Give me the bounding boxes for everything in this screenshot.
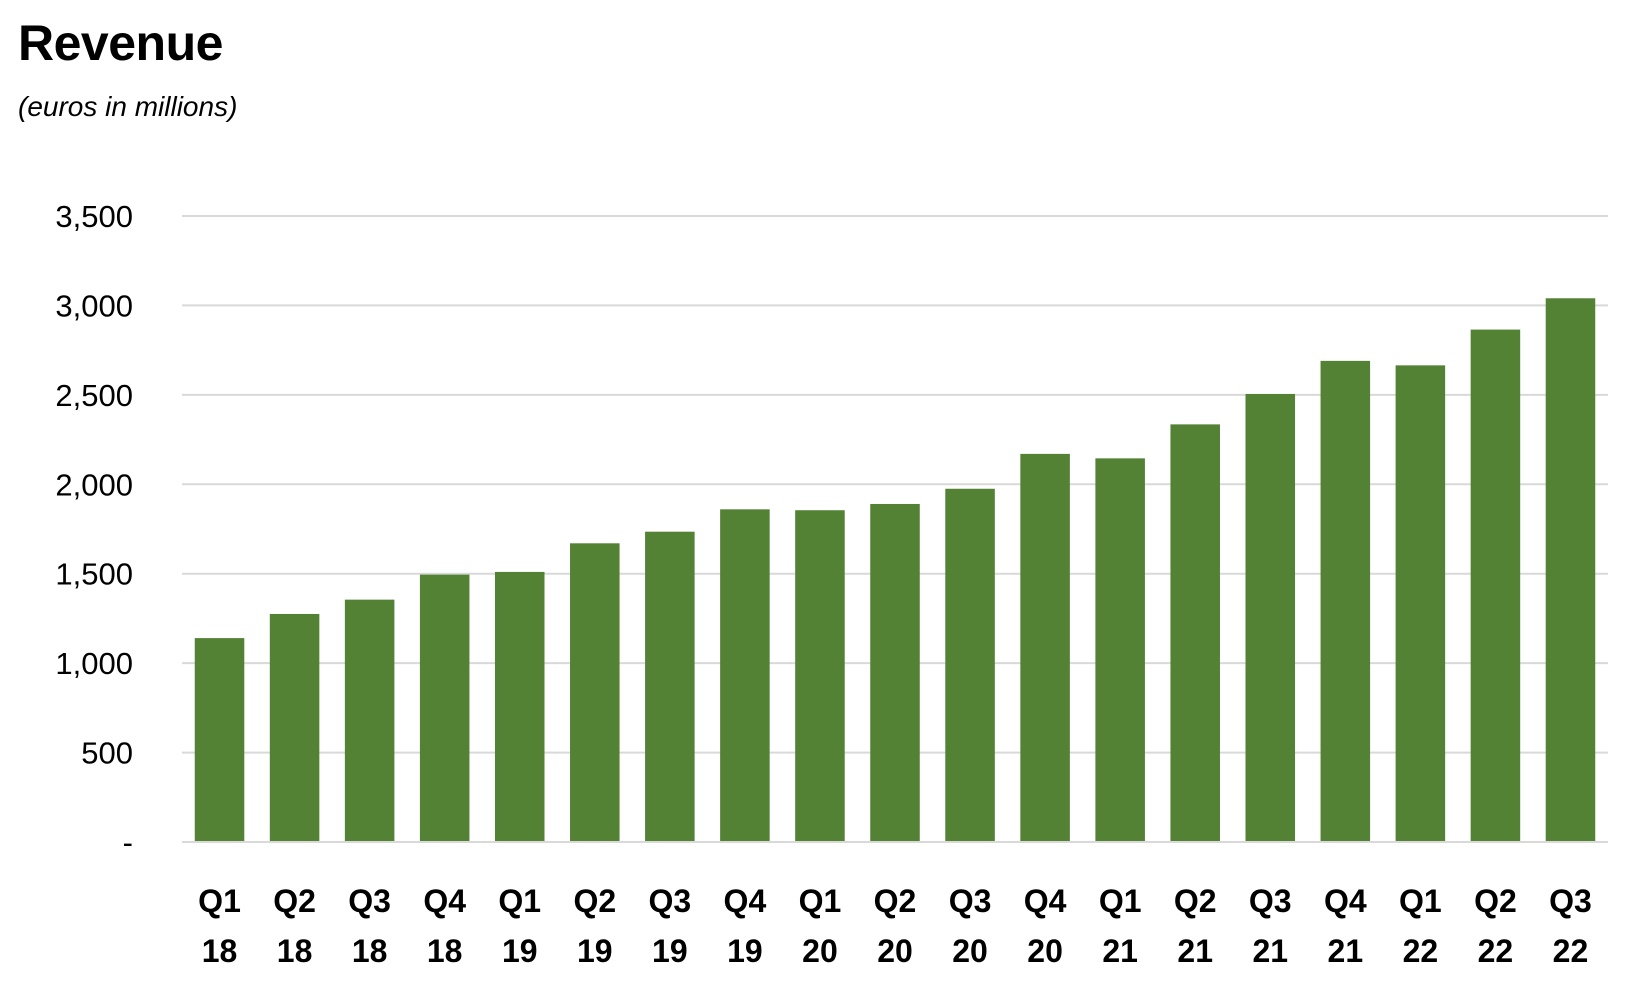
x-tick-label-quarter: Q4	[1324, 883, 1367, 919]
x-tick-label-year: 18	[427, 933, 463, 969]
x-tick-label-quarter: Q3	[1549, 883, 1592, 919]
bar	[1545, 298, 1596, 842]
bar	[1395, 365, 1446, 842]
x-tick-label-year: 19	[652, 933, 688, 969]
bar	[1170, 424, 1220, 842]
x-tick-label-quarter: Q4	[423, 883, 466, 919]
bar	[269, 613, 320, 842]
x-tick-label-quarter: Q1	[498, 883, 541, 919]
x-tick-label-year: 20	[952, 933, 988, 969]
bar	[945, 488, 995, 842]
x-tick-label-year: 21	[1252, 933, 1288, 969]
x-tick-label-quarter: Q2	[1174, 883, 1217, 919]
x-tick-label-year: 20	[802, 933, 838, 969]
y-tick-label: 3,500	[55, 199, 133, 234]
y-tick-label: 500	[81, 736, 133, 771]
x-tick-label-year: 20	[1027, 933, 1063, 969]
x-tick-label-quarter: Q4	[724, 883, 767, 919]
x-tick-label-year: 20	[877, 933, 913, 969]
x-tick-label-year: 22	[1403, 933, 1439, 969]
x-tick-label-quarter: Q1	[198, 883, 241, 919]
y-tick-label: 1,500	[55, 557, 133, 592]
x-tick-label-quarter: Q3	[1249, 883, 1292, 919]
y-tick-label: 2,500	[55, 378, 133, 413]
x-tick-label-year: 18	[277, 933, 313, 969]
x-tick-label-quarter: Q2	[1474, 883, 1517, 919]
x-tick-label-quarter: Q4	[1024, 883, 1067, 919]
y-tick-label: 3,000	[55, 288, 133, 323]
chart-title: Revenue	[18, 15, 223, 71]
chart-subtitle: (euros in millions)	[18, 91, 238, 122]
x-tick-label-year: 21	[1102, 933, 1138, 969]
x-tick-label-year: 18	[352, 933, 388, 969]
y-tick-label: 1,000	[55, 646, 133, 681]
bars	[194, 298, 1596, 842]
x-tick-label-year: 22	[1553, 933, 1589, 969]
bar	[419, 574, 470, 842]
x-tick-label-quarter: Q1	[1399, 883, 1442, 919]
x-tick-label-quarter: Q2	[874, 883, 917, 919]
x-tick-label-quarter: Q3	[348, 883, 391, 919]
bar	[720, 509, 770, 842]
bar	[1020, 453, 1070, 842]
x-tick-label-year: 19	[727, 933, 763, 969]
y-axis-tick-labels: - 500 1,000 1,500 2,000 2,500 3,000 3,500	[55, 199, 133, 860]
x-tick-label-year: 22	[1478, 933, 1514, 969]
y-tick-label: 2,000	[55, 467, 133, 502]
x-tick-label-quarter: Q2	[573, 883, 616, 919]
x-tick-label-quarter: Q1	[1099, 883, 1142, 919]
x-tick-label-quarter: Q1	[799, 883, 842, 919]
bar	[344, 599, 395, 842]
bar	[194, 638, 245, 842]
x-tick-label-quarter: Q2	[273, 883, 316, 919]
bar	[1245, 393, 1296, 842]
x-tick-label-year: 21	[1328, 933, 1364, 969]
bar	[1320, 360, 1371, 842]
x-tick-label-year: 19	[502, 933, 538, 969]
bar	[1095, 458, 1145, 842]
bar	[570, 543, 620, 842]
bar	[795, 510, 845, 842]
x-axis-category-labels: Q1 18 Q2 18 Q3 18 Q4 18 Q1 19 Q2 19 Q3 19 Q4 19 Q1 20 Q2 20…	[198, 883, 1592, 969]
bar	[1470, 329, 1521, 842]
bar	[645, 531, 695, 842]
x-tick-label-year: 18	[202, 933, 238, 969]
x-tick-label-year: 19	[577, 933, 613, 969]
x-tick-label-quarter: Q3	[949, 883, 992, 919]
x-tick-label-year: 21	[1177, 933, 1213, 969]
bar	[494, 571, 545, 842]
bar	[870, 503, 920, 842]
y-tick-label: -	[123, 825, 133, 860]
x-tick-label-quarter: Q3	[648, 883, 691, 919]
